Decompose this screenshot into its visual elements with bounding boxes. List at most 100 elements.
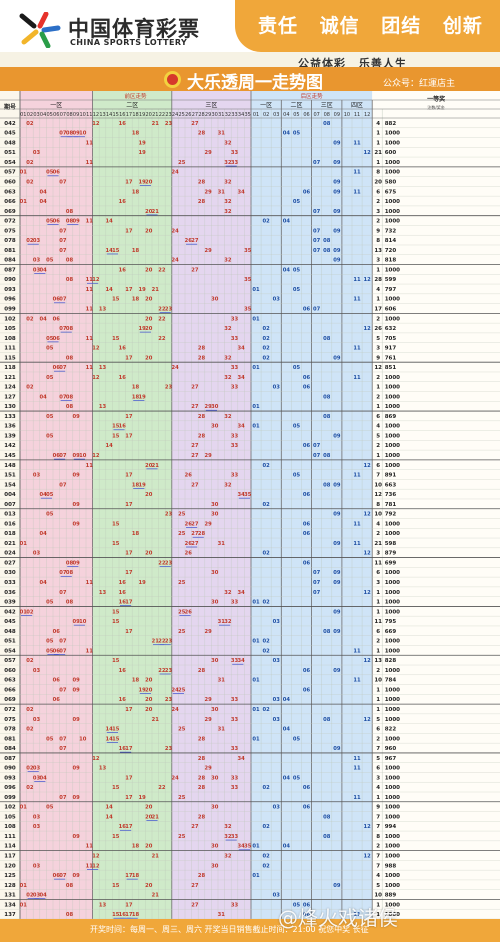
front-drawn-number: 08 [66, 258, 74, 264]
prize-money: 632 [385, 326, 397, 332]
front-drawn-number: 28 [198, 668, 206, 674]
front-drawn-number: 32 [224, 834, 232, 840]
back-drawn-number: 01 [252, 404, 260, 410]
prize-money: 967 [385, 756, 397, 762]
front-drawn-number: 04 [39, 267, 47, 273]
front-drawn-number: 09 [72, 502, 80, 508]
issue-number: 087 [4, 267, 16, 273]
back-drawn-number: 05 [293, 775, 301, 781]
prize-money: 1000 [385, 668, 400, 674]
front-drawn-number: 31 [218, 912, 226, 918]
front-drawn-number: 22 [158, 306, 166, 312]
front-drawn-number: 09 [72, 219, 80, 225]
prize-count: 5 [376, 433, 380, 439]
issue-number: 105 [4, 814, 16, 820]
front-drawn-number: 01 [20, 805, 28, 811]
front-drawn-number: 32 [224, 590, 232, 596]
prize-count: 5 [376, 717, 380, 723]
front-drawn-number: 08 [66, 560, 74, 566]
back-drawn-number: 12 [364, 658, 372, 664]
front-number-label: 05 [47, 112, 53, 118]
issue-number: 093 [4, 775, 16, 781]
front-drawn-number: 09 [72, 473, 80, 479]
back-drawn-number: 08 [323, 414, 331, 420]
prize-count: 2 [376, 375, 380, 381]
prize-money: 869 [385, 414, 397, 420]
front-drawn-number: 03 [33, 863, 41, 869]
issue-number: 151 [4, 473, 16, 479]
front-drawn-number: 28 [198, 131, 206, 137]
prize-count: 9 [376, 355, 380, 361]
back-drawn-number: 11 [353, 297, 361, 303]
front-drawn-number: 05 [46, 219, 54, 225]
back-drawn-number: 12 [364, 854, 372, 860]
issue-number: 130 [4, 404, 16, 410]
issue-number: 030 [4, 570, 16, 576]
front-drawn-number: 06 [53, 336, 61, 342]
front-drawn-number: 20 [145, 883, 153, 889]
prize-money: 1000 [385, 600, 400, 606]
slogan: 诚信 [319, 15, 360, 37]
prize-count: 1 [376, 160, 380, 166]
front-drawn-number: 04 [39, 492, 47, 498]
front-drawn-number: 02 [26, 707, 34, 713]
back-drawn-number: 03 [273, 658, 281, 664]
prize-money: 1000 [385, 531, 400, 537]
issue-number: 075 [4, 717, 16, 723]
front-drawn-number: 19 [138, 687, 146, 693]
back-drawn-number: 02 [263, 707, 271, 713]
front-number-label: 20 [146, 112, 152, 118]
front-drawn-number: 01 [20, 541, 28, 547]
back-drawn-number: 05 [293, 902, 301, 908]
front-drawn-number: 28 [198, 433, 206, 439]
prize-count: 1 [376, 267, 380, 273]
prize-count: 9 [376, 228, 380, 234]
prize-count: 3 [376, 775, 380, 781]
front-drawn-number: 26 [185, 238, 193, 244]
back-drawn-number: 05 [293, 199, 301, 205]
front-drawn-number: 14 [105, 219, 113, 225]
front-drawn-number: 21 [152, 893, 160, 899]
prize-count: 11 [374, 560, 382, 566]
issue-number: 084 [4, 746, 16, 752]
front-drawn-number: 07 [59, 453, 67, 459]
front-drawn-number: 20 [145, 179, 153, 185]
front-drawn-number: 02 [26, 658, 34, 664]
prize-money: 1000 [385, 453, 400, 459]
prize-money: 580 [385, 179, 397, 185]
front-drawn-number: 31 [218, 189, 226, 195]
front-drawn-number: 28 [198, 775, 206, 781]
front-drawn-number: 06 [53, 219, 61, 225]
front-drawn-number: 17 [125, 707, 133, 713]
front-number-label: 01 [20, 112, 26, 118]
prize-money: 1000 [385, 648, 400, 654]
back-number-label: 05 [293, 112, 299, 118]
front-drawn-number: 15 [112, 336, 120, 342]
back-drawn-number: 02 [263, 551, 271, 557]
front-drawn-number: 33 [231, 365, 239, 371]
front-drawn-number: 14 [105, 814, 113, 820]
front-drawn-number: 15 [112, 619, 120, 625]
issue-number: 042 [4, 121, 16, 127]
prize-money: 1000 [385, 521, 400, 527]
front-drawn-number: 17 [125, 902, 133, 908]
prize-money: 1000 [385, 609, 400, 615]
back-number-label: 11 [354, 112, 360, 118]
back-drawn-number: 12 [364, 551, 372, 557]
prize-money: 675 [385, 189, 397, 195]
front-drawn-number: 19 [138, 482, 146, 488]
prize-count: 7 [376, 473, 380, 479]
front-drawn-number: 07 [59, 873, 67, 879]
back-number-label: 07 [313, 112, 319, 118]
front-drawn-number: 01 [20, 883, 28, 889]
slogan: 责任 [258, 15, 299, 37]
back-drawn-number: 07 [313, 590, 321, 596]
issue-number: 024 [4, 551, 16, 557]
back-drawn-number: 03 [273, 297, 281, 303]
prize-count: 4 [376, 424, 380, 430]
front-drawn-number: 34 [237, 492, 245, 498]
front-drawn-number: 13 [99, 404, 107, 410]
back-drawn-number: 09 [333, 482, 341, 488]
back-drawn-number: 07 [313, 580, 321, 586]
prize-sub-header: 注数/奖金 [427, 104, 444, 110]
